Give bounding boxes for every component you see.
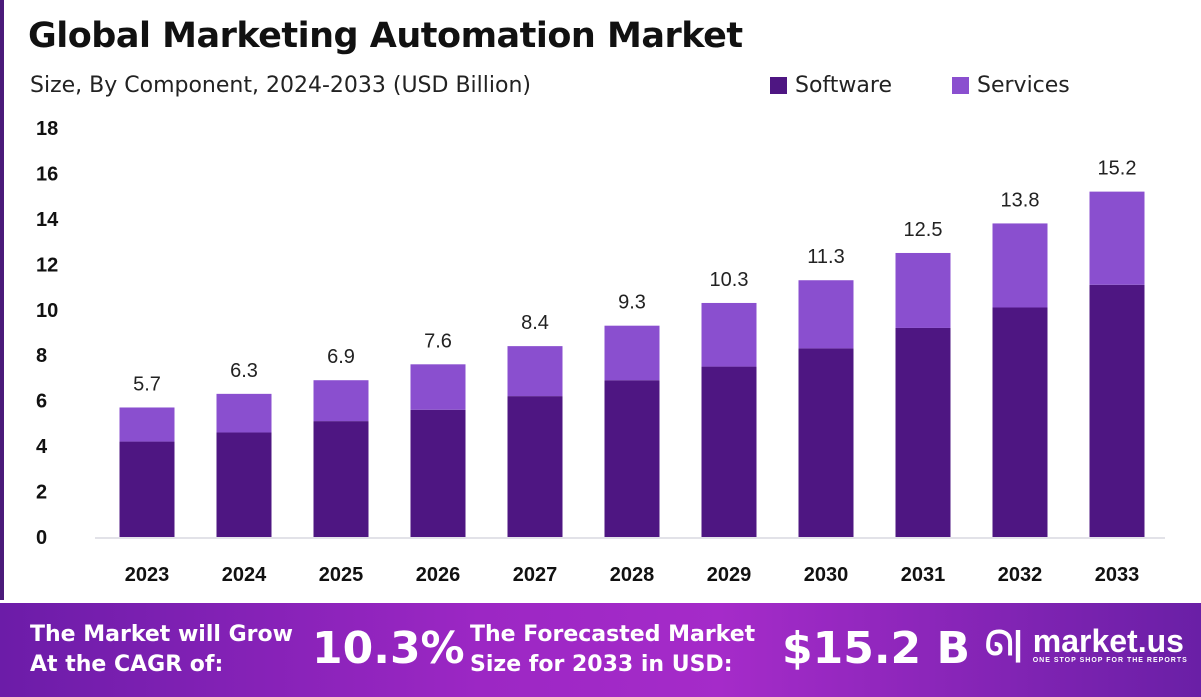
bar-software-2031 [895,327,951,537]
data-label-total: 12.5 [904,219,943,241]
cagr-value: 10.3% [312,623,465,674]
data-label-total: 9.3 [618,292,646,314]
data-label-total: 6.9 [327,346,355,368]
bar-software-2027 [507,396,563,537]
chart-title: Global Marketing Automation Market [28,16,743,56]
x-tick-label: 2023 [125,564,170,586]
data-label-total: 8.4 [521,312,549,334]
data-label-total: 5.7 [133,373,161,395]
data-label-total: 11.3 [807,246,844,268]
cagr-label-line1: The Market will Grow [30,622,293,647]
x-tick-label: 2028 [610,564,655,586]
y-tick-label: 2 [36,482,47,504]
legend-services: Services [952,73,1070,98]
left-border [0,0,4,600]
legend-swatch-software [770,77,787,94]
data-label-total: 7.6 [424,330,452,352]
chart-subtitle: Size, By Component, 2024-2033 (USD Billi… [30,73,531,98]
logo-tagline: ONE STOP SHOP FOR THE REPORTS [1032,657,1188,664]
market-us-logo: ᘏ| market.us ONE STOP SHOP FOR THE REPOR… [985,625,1188,664]
y-tick-label: 14 [36,209,59,231]
x-tick-label: 2024 [222,564,267,586]
data-label-total: 13.8 [1001,189,1040,211]
bar-software-2032 [992,307,1048,537]
y-tick-label: 12 [36,254,58,276]
bar-software-2028 [604,380,660,537]
x-tick-label: 2027 [513,564,558,586]
bar-services-2031 [895,252,951,328]
forecast-label-line1: The Forecasted Market [470,622,756,647]
bar-services-2025 [313,380,369,422]
logo-name: market.us [1032,623,1184,659]
bar-chart: 0 2 4 6 8 10 12 14 16 18 5.7 2023 6.3 2024 6.9 2025 7.6 2… [36,118,1165,586]
y-tick-label: 16 [36,163,58,185]
bar-services-2023 [119,407,175,442]
y-tick-label: 0 [36,527,47,549]
bar-software-2033 [1089,284,1145,537]
data-label-total: 15.2 [1098,158,1137,180]
bar-services-2033 [1089,191,1145,285]
forecast-label-line2: Size for 2033 in USD: [470,652,733,677]
bar-software-2030 [798,348,854,537]
y-tick-label: 8 [36,345,47,367]
forecast-value: $15.2 B [782,623,971,674]
cagr-label-line2: At the CAGR of: [30,652,224,677]
legend-software: Software [770,73,892,98]
bar-software-2029 [701,366,757,537]
bar-services-2024 [216,393,272,433]
x-tick-label: 2025 [319,564,364,586]
y-tick-label: 4 [36,436,48,458]
x-tick-label: 2026 [416,564,461,586]
logo-mark-icon: ᘏ| [985,625,1023,663]
bar-services-2030 [798,280,854,349]
bar-services-2029 [701,302,757,367]
bar-services-2026 [410,364,466,410]
bar-software-2026 [410,409,466,537]
x-tick-label: 2031 [901,564,946,586]
x-tick-label: 2033 [1095,564,1140,586]
footer-banner: The Market will Grow At the CAGR of: 10.… [0,603,1201,697]
legend-swatch-services [952,77,969,94]
y-tick-label: 10 [36,300,58,322]
legend-label-software: Software [795,73,892,98]
bar-software-2023 [119,441,175,537]
data-label-total: 6.3 [230,360,258,382]
x-tick-label: 2032 [998,564,1043,586]
y-tick-label: 6 [36,391,47,413]
x-tick-label: 2029 [707,564,752,586]
x-tick-label: 2030 [804,564,849,586]
bar-services-2027 [507,346,563,397]
y-tick-label: 18 [36,118,58,140]
bar-services-2028 [604,325,660,381]
legend-label-services: Services [977,73,1070,98]
bar-software-2024 [216,432,272,537]
bar-services-2032 [992,223,1048,308]
data-label-total: 10.3 [710,269,749,291]
bar-software-2025 [313,421,369,537]
